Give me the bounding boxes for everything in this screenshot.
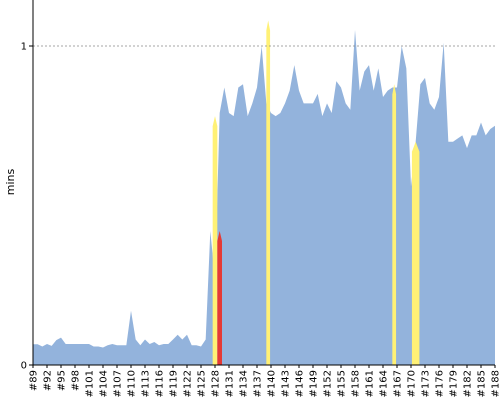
highlight-band-yellow-4 xyxy=(411,141,420,365)
highlight-band-yellow-0 xyxy=(212,116,218,366)
x-tick-label-143: #143 xyxy=(281,370,292,397)
y-tick-label-0: 0 xyxy=(21,361,27,372)
x-tick-label-110: #110 xyxy=(127,370,138,397)
x-tick-label-146: #146 xyxy=(295,370,306,397)
x-tick-label-155: #155 xyxy=(337,370,348,397)
x-tick-label-104: #104 xyxy=(99,370,110,397)
x-tick-label-125: #125 xyxy=(197,370,208,397)
x-tick-label-170: #170 xyxy=(407,370,418,397)
x-tick-label-113: #113 xyxy=(141,370,152,397)
x-tick-label-101: #101 xyxy=(85,370,96,397)
x-tick-label-188: #188 xyxy=(491,370,500,397)
x-tick-label-182: #182 xyxy=(463,370,474,397)
x-tick-label-122: #122 xyxy=(183,370,194,397)
x-tick-label-107: #107 xyxy=(113,370,124,397)
x-tick-label-158: #158 xyxy=(351,370,362,397)
y-axis-title: mins xyxy=(4,168,17,195)
x-tick-label-179: #179 xyxy=(449,370,460,397)
x-tick-label-128: #128 xyxy=(211,370,222,397)
x-tick-label-119: #119 xyxy=(169,370,180,397)
x-tick-label-98: #98 xyxy=(71,370,82,391)
x-tick-label-137: #137 xyxy=(253,370,264,397)
x-tick-label-116: #116 xyxy=(155,370,166,397)
highlight-band-red-1 xyxy=(217,231,222,365)
x-tick-label-161: #161 xyxy=(365,370,376,397)
plot-area xyxy=(33,20,495,366)
series-area xyxy=(33,30,495,366)
x-tick-label-92: #92 xyxy=(43,370,54,391)
axes: 01#89 #92 #95 #98 #101 #104 #107 #110 #113 #116 #1… xyxy=(21,0,500,397)
x-tick-label-152: #152 xyxy=(323,370,334,397)
x-tick-label-95: #95 xyxy=(57,370,68,391)
x-tick-label-164: #164 xyxy=(379,370,390,397)
highlight-band-yellow-2 xyxy=(266,20,271,365)
x-tick-label-149: #149 xyxy=(309,370,320,397)
y-tick-label-1: 1 xyxy=(21,42,27,53)
x-tick-label-167: #167 xyxy=(393,370,404,397)
x-tick-label-131: #131 xyxy=(225,370,236,397)
x-tick-label-140: #140 xyxy=(267,370,278,397)
x-tick-label-185: #185 xyxy=(477,370,488,397)
highlight-band-yellow-3 xyxy=(392,84,397,365)
x-tick-label-176: #176 xyxy=(435,370,446,397)
x-tick-label-173: #173 xyxy=(421,370,432,397)
x-tick-label-134: #134 xyxy=(239,370,250,397)
x-tick-label-89: #89 xyxy=(29,370,40,391)
